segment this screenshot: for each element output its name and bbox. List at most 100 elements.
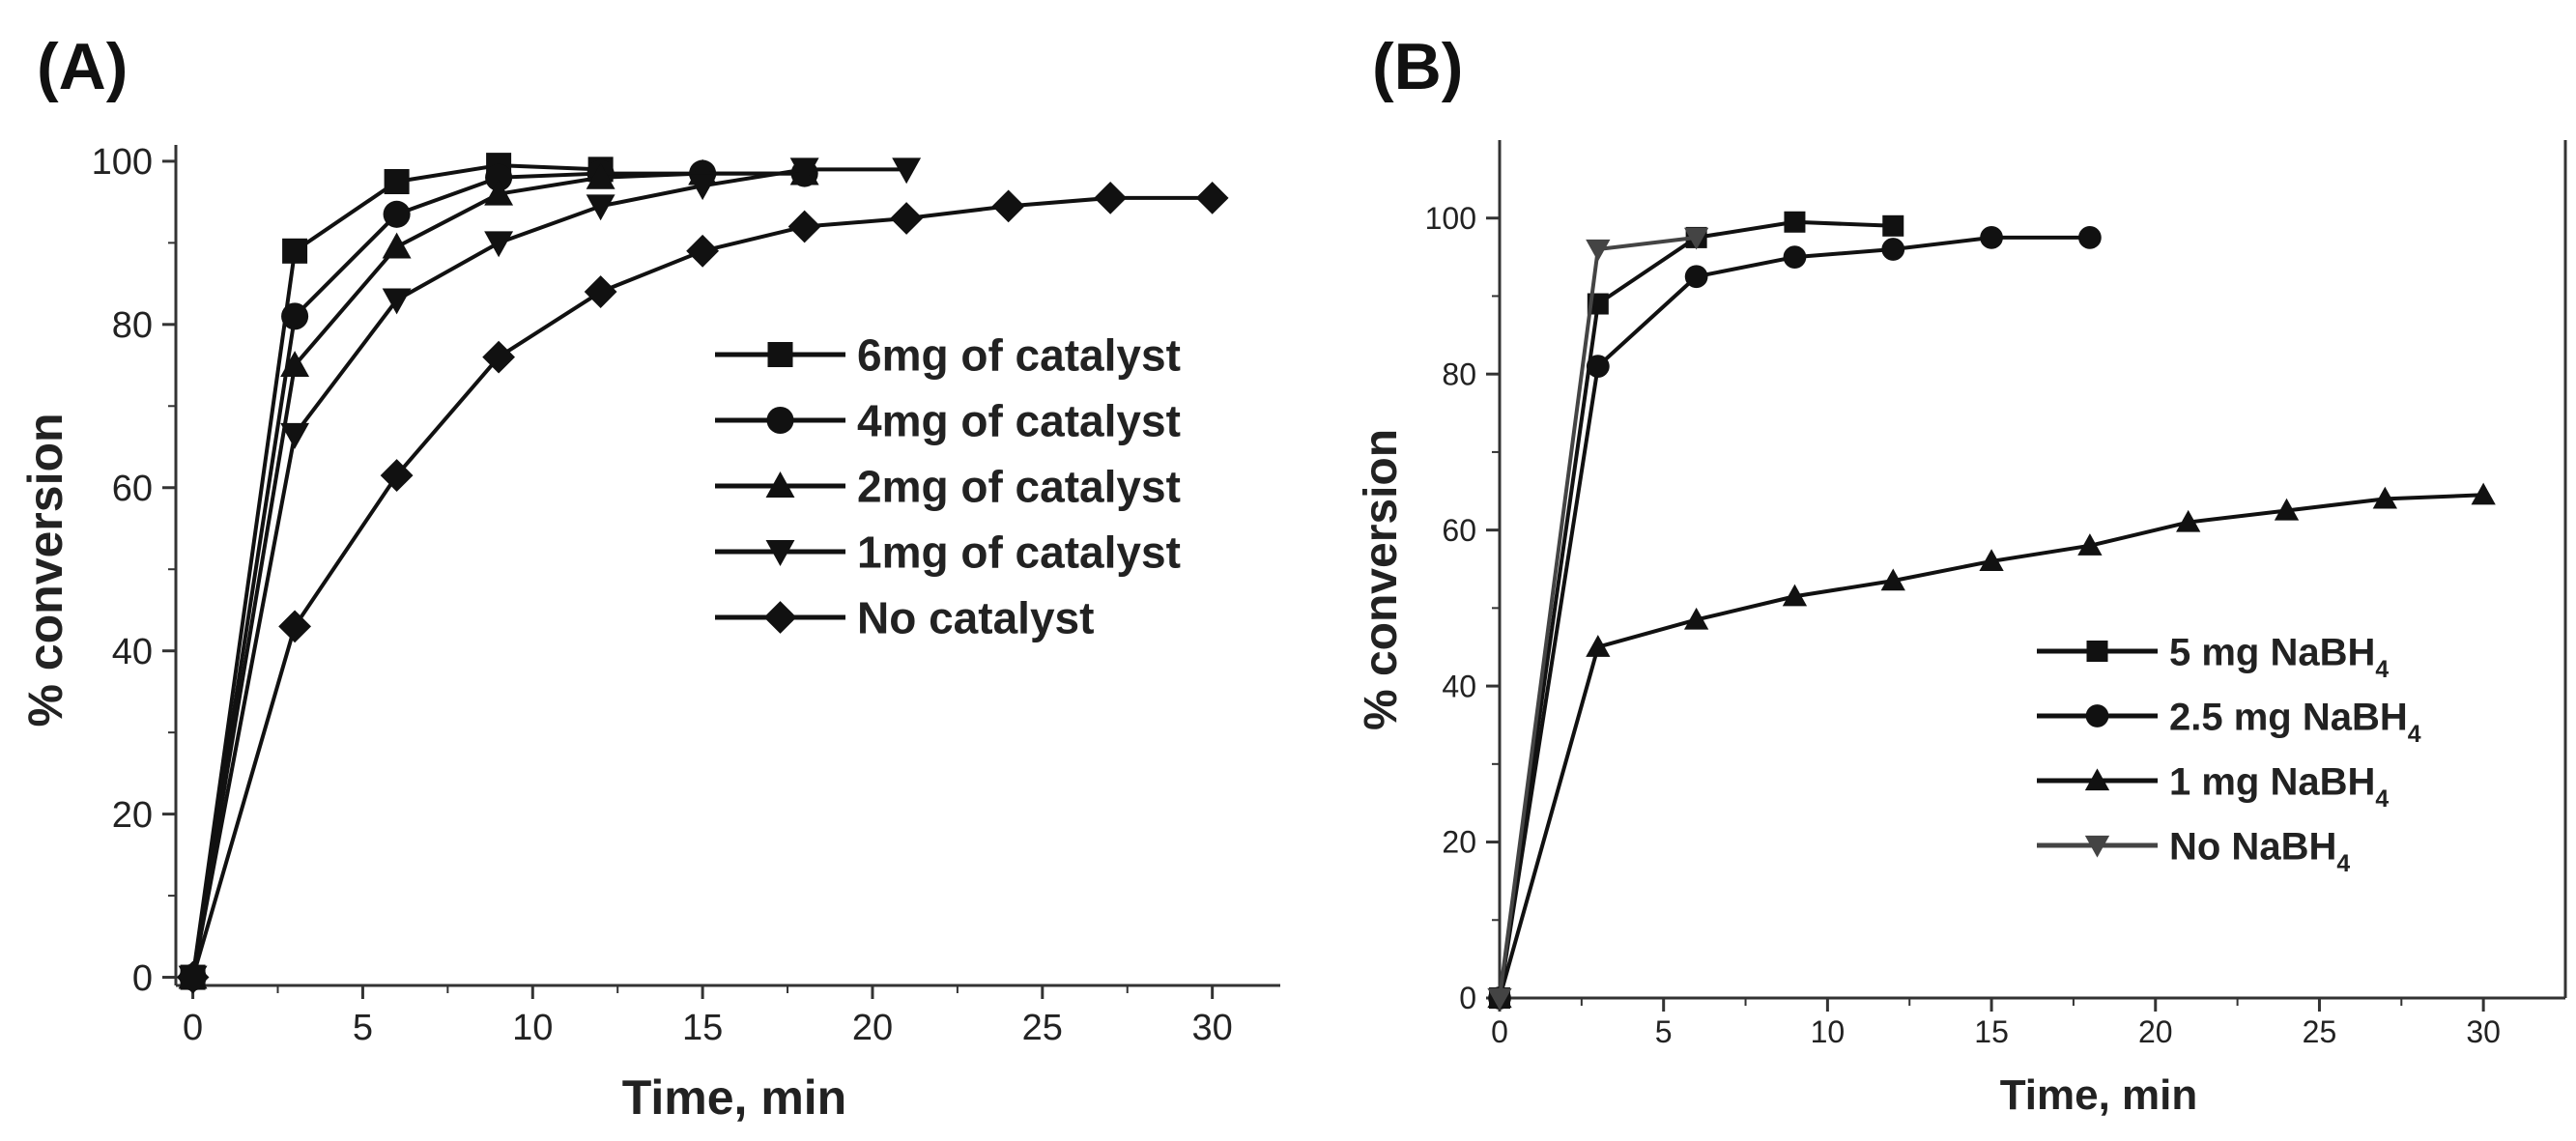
series-2 bbox=[1488, 226, 2102, 1010]
data-point bbox=[1683, 607, 1709, 630]
legend-label: 1mg of catalyst bbox=[857, 528, 1181, 578]
data-point bbox=[890, 202, 924, 235]
x-tick-label: 15 bbox=[1974, 1014, 2009, 1049]
data-point bbox=[2471, 482, 2496, 505]
series-3 bbox=[1487, 482, 2496, 1009]
data-point bbox=[686, 234, 720, 268]
legend-marker bbox=[2084, 835, 2110, 858]
data-point bbox=[584, 275, 617, 308]
legend-entry: No NaBH4 bbox=[2037, 825, 2350, 877]
data-point bbox=[484, 231, 514, 258]
panel-a-series bbox=[176, 153, 1229, 994]
data-point bbox=[1881, 238, 1905, 261]
panel-a-legend: 6mg of catalyst 4mg of catalyst 2mg of cat… bbox=[715, 330, 1181, 643]
legend-label: 2.5 mg NaBH4 bbox=[2169, 696, 2421, 748]
data-point bbox=[383, 200, 411, 228]
legend-label: No NaBH4 bbox=[2169, 825, 2350, 877]
series-line bbox=[190, 171, 805, 978]
series-5 bbox=[176, 182, 1229, 994]
panel-b-y-axis-title: % conversion bbox=[1356, 429, 1407, 730]
y-tick-label: 0 bbox=[132, 958, 153, 999]
data-point bbox=[380, 459, 414, 492]
data-point bbox=[382, 232, 412, 259]
y-tick-label: 40 bbox=[1442, 669, 1476, 703]
data-point bbox=[1586, 239, 1611, 262]
panel-a-x-axis-title: Time, min bbox=[622, 1070, 846, 1125]
x-tick-label: 0 bbox=[1491, 1014, 1508, 1049]
data-point bbox=[1684, 265, 1708, 289]
x-tick-label: 10 bbox=[1811, 1014, 1846, 1049]
data-point bbox=[586, 162, 615, 189]
panel-b-ticks: 0 5 10 15 20 25 30 0 20 40 60 80 100 bbox=[1425, 201, 2501, 1049]
panel-b-axes bbox=[1498, 140, 2567, 1000]
data-point bbox=[281, 302, 309, 330]
series-2 bbox=[179, 159, 818, 991]
series-3 bbox=[178, 158, 819, 989]
data-point bbox=[384, 169, 410, 195]
legend-label: 2mg of catalyst bbox=[857, 462, 1181, 512]
data-point bbox=[485, 163, 513, 191]
data-point bbox=[2274, 498, 2300, 521]
y-tick-label: 100 bbox=[92, 142, 153, 183]
legend-entry: 5 mg NaBH4 bbox=[2037, 631, 2389, 683]
legend-marker bbox=[765, 540, 795, 566]
data-point bbox=[1094, 182, 1128, 214]
y-tick-label: 100 bbox=[1425, 201, 1476, 236]
y-tick-label: 0 bbox=[1459, 981, 1476, 1015]
legend-entry: 2.5 mg NaBH4 bbox=[2037, 696, 2421, 748]
data-point bbox=[1980, 226, 2003, 249]
legend-entry: 4mg of catalyst bbox=[715, 396, 1181, 446]
legend-marker bbox=[763, 601, 797, 634]
legend-marker bbox=[767, 342, 793, 367]
data-point bbox=[280, 351, 310, 378]
x-tick-label: 30 bbox=[1192, 1008, 1233, 1048]
x-tick-label: 5 bbox=[1655, 1014, 1673, 1049]
data-point bbox=[282, 238, 308, 264]
legend-marker bbox=[2085, 704, 2109, 727]
series-line bbox=[190, 171, 805, 978]
panel-b-legend: 5 mg NaBH4 2.5 mg NaBH4 1 mg NaBH4 No NaBH4 bbox=[2037, 631, 2421, 877]
y-tick-label: 60 bbox=[112, 469, 153, 509]
panel-b-series bbox=[1487, 211, 2496, 1011]
x-tick-label: 30 bbox=[2466, 1014, 2501, 1049]
x-tick-label: 20 bbox=[2138, 1014, 2173, 1049]
data-point bbox=[991, 189, 1025, 223]
data-point bbox=[2176, 509, 2201, 532]
y-tick-label: 40 bbox=[112, 632, 153, 672]
legend-marker bbox=[765, 471, 795, 498]
legend-marker bbox=[2084, 768, 2110, 791]
data-point bbox=[892, 157, 922, 185]
data-point bbox=[176, 960, 210, 994]
data-point bbox=[586, 194, 615, 221]
data-point bbox=[2078, 226, 2102, 249]
legend-entry: No catalyst bbox=[715, 593, 1094, 643]
data-point bbox=[1586, 355, 1610, 378]
x-tick-label: 5 bbox=[353, 1008, 373, 1048]
legend-marker bbox=[2086, 641, 2108, 662]
data-point bbox=[484, 179, 514, 206]
panel-a-label: (A) bbox=[37, 30, 128, 103]
legend-entry: 2mg of catalyst bbox=[715, 462, 1181, 512]
data-point bbox=[1487, 987, 1512, 1011]
data-point bbox=[1979, 549, 2004, 572]
series-1 bbox=[180, 153, 614, 990]
y-tick-label: 20 bbox=[1442, 825, 1476, 860]
legend-label: 4mg of catalyst bbox=[857, 396, 1181, 446]
legend-entry: 6mg of catalyst bbox=[715, 330, 1181, 381]
panel-a-axes bbox=[174, 145, 1280, 987]
series-4 bbox=[1487, 227, 1709, 1011]
series-line bbox=[190, 167, 907, 978]
data-point bbox=[1783, 245, 1807, 269]
legend-label: 6mg of catalyst bbox=[857, 330, 1181, 381]
data-point bbox=[1882, 214, 1904, 237]
data-point bbox=[1195, 182, 1229, 214]
x-tick-label: 25 bbox=[2303, 1014, 2337, 1049]
x-tick-label: 25 bbox=[1022, 1008, 1063, 1048]
panel-b-chart: (B) 0 5 10 15 20 25 30 0 20 40 60 80 100 Time, min %… bbox=[1356, 30, 2567, 1119]
panel-a-chart: (A) 0 5 10 15 20 25 30 0 20 40 60 80 100 Time, min %… bbox=[18, 30, 1280, 1125]
data-point bbox=[2372, 486, 2397, 509]
panel-a-ticks: 0 5 10 15 20 25 30 0 20 40 60 80 100 bbox=[92, 142, 1233, 1048]
panel-a-y-axis-title: % conversion bbox=[18, 413, 72, 727]
x-tick-label: 10 bbox=[512, 1008, 553, 1048]
